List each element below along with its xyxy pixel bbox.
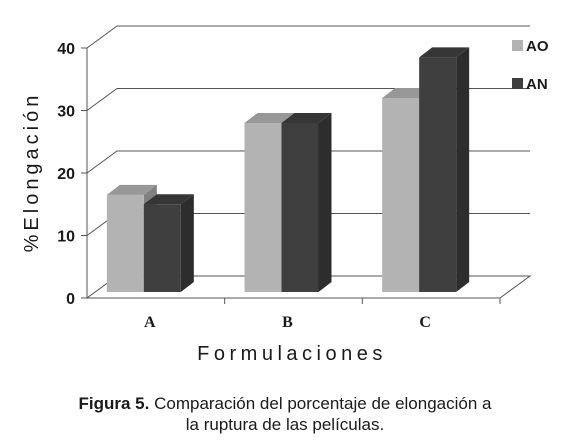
bars xyxy=(106,47,470,292)
x-axis-ticks: A B C xyxy=(144,298,501,331)
y-tick-label: 40 xyxy=(57,41,75,58)
bar-AO-B xyxy=(244,123,282,292)
bar-top-AN-C xyxy=(419,47,470,58)
x-tick-label: B xyxy=(282,314,293,331)
x-tick-label: A xyxy=(144,314,156,331)
bar-AN-B xyxy=(281,123,319,292)
x-tick-label: C xyxy=(419,314,431,331)
bar-top-AO-B xyxy=(244,113,295,123)
legend: AO AN xyxy=(512,38,549,93)
legend-swatch-AN xyxy=(512,78,523,89)
bar-side-AN-B xyxy=(318,113,332,292)
y-tick-label: 0 xyxy=(66,291,75,308)
bar-AN-A xyxy=(143,204,181,292)
gridline xyxy=(86,88,530,111)
y-axis-title: %Elongación xyxy=(21,92,43,253)
x-axis-title: Formulaciones xyxy=(197,343,387,365)
caption-text-1: Comparación del porcentaje de elongación… xyxy=(154,394,492,413)
bar-AN-C xyxy=(419,57,457,292)
caption-text-2: la ruptura de las películas. xyxy=(185,415,385,434)
y-tick-label: 10 xyxy=(57,229,75,246)
caption-figure-label: Figura 5. xyxy=(78,394,150,413)
y-tick-label: 30 xyxy=(57,104,75,121)
bar-side-AN-C xyxy=(456,47,470,292)
y-tick-label: 20 xyxy=(57,166,75,183)
bar-top-AN-A xyxy=(143,194,194,205)
bar-AO-C xyxy=(382,98,420,292)
bar-AO-A xyxy=(106,194,144,292)
bar-top-AO-A xyxy=(106,184,157,195)
y-axis-ticks: 0 10 20 30 40 xyxy=(57,41,87,308)
legend-label-AO: AO xyxy=(526,38,549,55)
caption-line-1: Figura 5. Comparación del porcentaje de … xyxy=(0,393,570,414)
bar-top-AN-B xyxy=(281,113,332,123)
gridline xyxy=(86,25,530,49)
legend-swatch-AO xyxy=(512,40,523,51)
figure-caption: Figura 5. Comparación del porcentaje de … xyxy=(0,393,570,435)
bar-side-AN-A xyxy=(180,194,194,292)
legend-label-AN: AN xyxy=(526,76,548,93)
